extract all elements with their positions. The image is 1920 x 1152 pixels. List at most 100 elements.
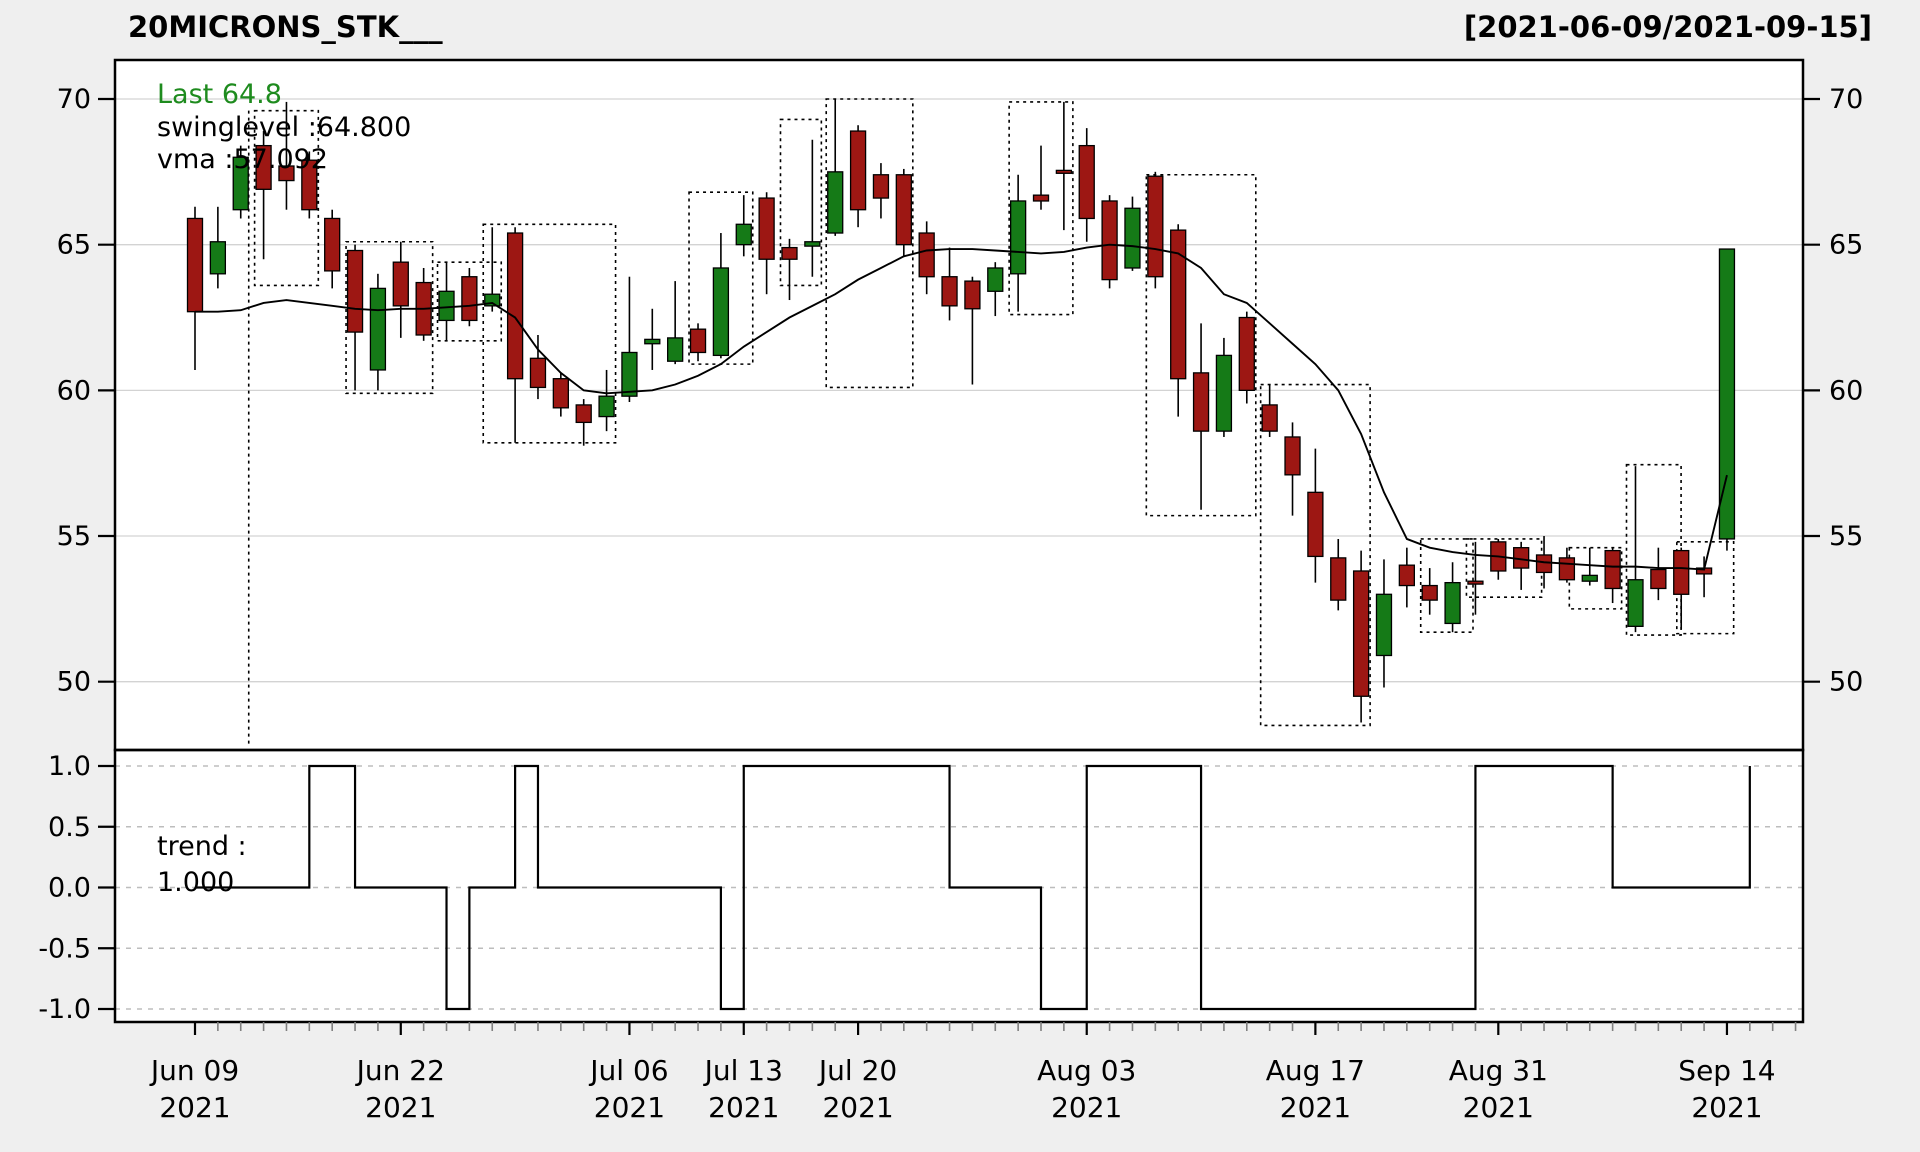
candle-body-29 <box>849 130 867 211</box>
candle-body-26 <box>781 246 798 260</box>
last-price-label: Last 64.8 <box>157 79 282 110</box>
candle-body-0 <box>186 217 204 313</box>
x-label-Jun-22: Jun 22 <box>355 1054 445 1087</box>
x-label-Jul-13: Jul 13 <box>703 1054 783 1087</box>
price-tick-label-right-55: 55 <box>1829 521 1863 552</box>
candle-body-3 <box>255 144 272 190</box>
swinglevel-label: swinglevel :64.800 <box>157 112 412 143</box>
candle-body-48 <box>1284 436 1301 476</box>
candle-body-14 <box>506 232 524 380</box>
candle-body-31 <box>895 174 912 246</box>
price-tick-label-left-60: 60 <box>57 375 91 406</box>
vma-label: vma :57.092 <box>157 144 328 175</box>
candle-body-45 <box>1215 354 1233 432</box>
swing-box-7 <box>1008 101 1074 316</box>
swing-box-14 <box>1675 541 1735 635</box>
candle-body-50 <box>1330 557 1347 601</box>
candle-body-59 <box>1535 554 1553 574</box>
candle-body-41 <box>1124 207 1141 269</box>
swing-box-1 <box>345 240 434 395</box>
candle-body-28 <box>827 171 844 234</box>
swing-box-13 <box>1625 463 1682 636</box>
candle-body-4 <box>278 165 295 182</box>
swing-box-11 <box>1465 538 1543 599</box>
candle-body-51 <box>1352 570 1370 697</box>
price-tick-label-right-70: 70 <box>1829 84 1863 115</box>
x-label-year-Aug-17: 2021 <box>1280 1091 1351 1124</box>
swing-box-5 <box>779 118 823 287</box>
candle-body-39 <box>1078 144 1095 220</box>
swing-box-9 <box>1259 383 1371 727</box>
candle-body-34 <box>964 280 981 310</box>
candle-body-47 <box>1261 404 1278 432</box>
trend-panel-bg <box>115 750 1803 1022</box>
candle-body-67 <box>1718 248 1736 540</box>
x-label-Aug-03: Aug 03 <box>1037 1054 1136 1087</box>
candle-body-1 <box>209 241 227 275</box>
x-label-Jul-06: Jul 06 <box>588 1054 668 1087</box>
candle-body-33 <box>941 276 958 307</box>
candle-body-35 <box>987 267 1004 292</box>
x-label-year-Jun-09: 2021 <box>159 1091 230 1124</box>
x-label-year-Aug-03: 2021 <box>1051 1091 1122 1124</box>
candle-body-13 <box>484 293 501 307</box>
candle-body-46 <box>1238 316 1255 392</box>
candle-body-16 <box>552 378 569 409</box>
price-tick-label-left-70: 70 <box>57 84 91 115</box>
trend-value-label: 1.000 <box>157 867 235 898</box>
candle-body-17 <box>575 404 592 424</box>
price-tick-label-right-60: 60 <box>1829 375 1863 406</box>
candle-body-19 <box>621 351 638 397</box>
candle-body-49 <box>1307 491 1324 558</box>
price-tick-label-right-50: 50 <box>1829 667 1863 698</box>
x-label-Jul-20: Jul 20 <box>817 1054 897 1087</box>
candle-body-42 <box>1147 175 1164 278</box>
candle-body-23 <box>712 267 730 357</box>
candle-body-25 <box>758 197 775 260</box>
candle-body-27 <box>804 241 821 247</box>
trend-tick-label-0.0: 0.0 <box>48 873 91 904</box>
swing-box-2 <box>436 261 503 342</box>
candle-body-9 <box>392 261 409 307</box>
candle-body-65 <box>1673 549 1690 595</box>
candle-body-5 <box>301 159 318 211</box>
price-tick-label-left-50: 50 <box>57 667 91 698</box>
candle-body-21 <box>667 337 684 362</box>
candle-body-40 <box>1101 200 1118 281</box>
candle-body-8 <box>369 287 387 371</box>
candle-body-32 <box>918 232 935 278</box>
candle-body-62 <box>1604 549 1621 590</box>
x-label-year-Aug-31: 2021 <box>1463 1091 1534 1124</box>
trend-tick-label--0.5: -0.5 <box>38 933 91 964</box>
trend-tick-label--1.0: -1.0 <box>38 994 91 1025</box>
candle-body-37 <box>1032 194 1050 202</box>
candle-body-44 <box>1192 372 1210 432</box>
price-tick-label-left-55: 55 <box>57 521 91 552</box>
candle-body-56 <box>1467 580 1484 585</box>
x-label-Aug-31: Aug 31 <box>1449 1054 1548 1087</box>
candle-body-7 <box>346 249 364 333</box>
candle-body-43 <box>1170 229 1187 380</box>
x-label-Jun-09: Jun 09 <box>149 1054 239 1087</box>
candle-body-18 <box>598 395 615 418</box>
candle-body-22 <box>689 328 707 354</box>
candle-body-55 <box>1444 581 1461 625</box>
swing-box-6 <box>825 98 914 389</box>
trend-panel-border <box>113 748 1805 1024</box>
candle-body-36 <box>1009 200 1027 275</box>
candle-body-38 <box>1055 169 1073 174</box>
trend-step-line <box>195 764 1751 1011</box>
x-label-year-Jul-06: 2021 <box>594 1091 665 1124</box>
vma-line <box>195 243 1728 571</box>
trend-tick-label-1.0: 1.0 <box>48 751 91 782</box>
candle-body-52 <box>1375 593 1393 657</box>
price-panel-bg <box>115 60 1803 750</box>
candle-body-61 <box>1581 574 1598 582</box>
candle-body-6 <box>324 217 341 272</box>
candle-body-60 <box>1558 557 1576 581</box>
trend-tick-label-0.5: 0.5 <box>48 812 91 843</box>
candle-body-63 <box>1627 579 1644 627</box>
x-label-year-Jul-20: 2021 <box>822 1091 893 1124</box>
candle-body-12 <box>461 276 478 322</box>
